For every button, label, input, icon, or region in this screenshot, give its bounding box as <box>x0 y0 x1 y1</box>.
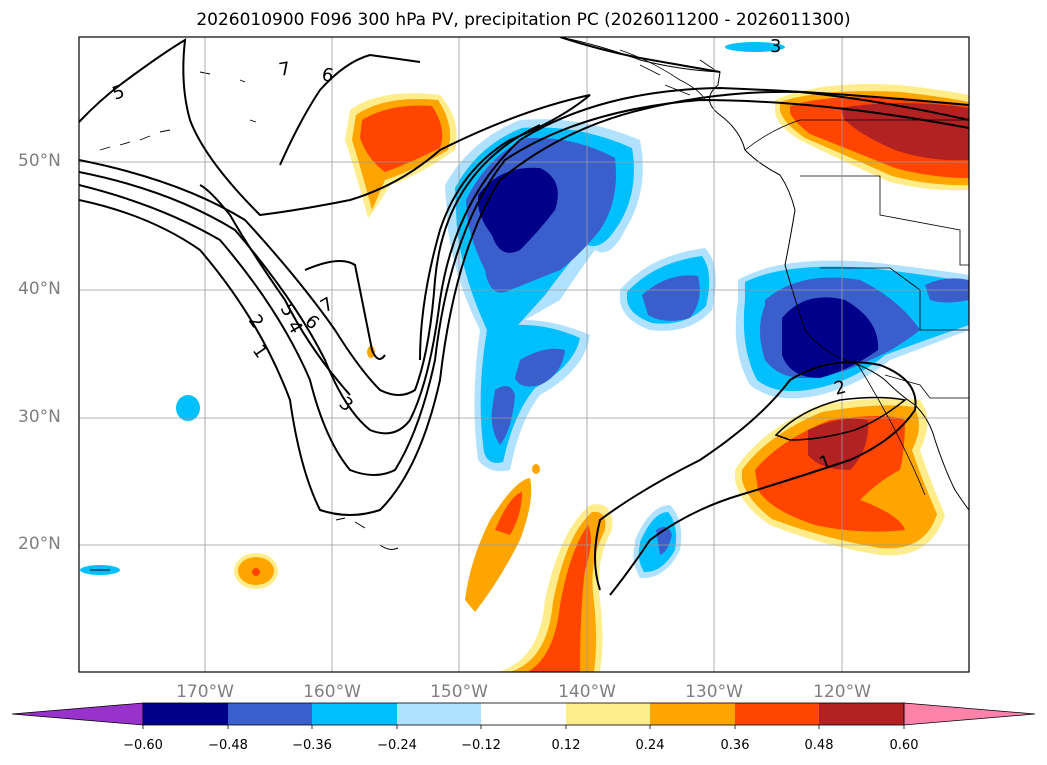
shade-positive-small <box>367 346 375 358</box>
colorbar-tick-label: 0.36 <box>720 738 750 753</box>
colorbar-tick-label: −0.12 <box>461 738 501 753</box>
shade-positive-south <box>528 525 591 672</box>
lat-label: 30°N <box>18 407 61 427</box>
colorbar-segment <box>650 703 735 725</box>
lat-label: 20°N <box>18 534 61 554</box>
contour-label: 7 <box>277 58 292 81</box>
colorbar-segment <box>143 703 228 725</box>
shade-positive-baja <box>755 416 905 532</box>
shade-negative-small <box>176 395 200 421</box>
lat-label: 50°N <box>18 151 61 171</box>
shade-negative-mid <box>642 275 700 321</box>
colorbar-segment <box>312 703 397 725</box>
shade-positive-south <box>495 492 522 535</box>
colorbar-segment <box>397 703 481 725</box>
shade-negative-nepac <box>515 348 565 387</box>
colorbar-tick-label: 0.60 <box>889 738 919 753</box>
colorbar-tick-label: −0.24 <box>377 738 417 753</box>
colorbar <box>11 702 1036 729</box>
map-area <box>79 37 969 672</box>
colorbar-tick-label: 0.12 <box>551 738 581 753</box>
shade-negative-nepac <box>478 167 558 253</box>
shade-positive-baja <box>808 418 869 470</box>
colorbar-tick-label: −0.60 <box>123 738 163 753</box>
shade-negative-calif <box>782 297 879 378</box>
colorbar-segment <box>735 703 819 725</box>
lon-label: 150°W <box>430 682 488 702</box>
colorbar-segment <box>566 703 650 725</box>
colorbar-tick-label: 0.24 <box>635 738 665 753</box>
lon-label: 120°W <box>813 682 871 702</box>
contour-label: 6 <box>320 64 335 87</box>
shade-positive-gulf <box>360 105 443 172</box>
colorbar-tick-label: −0.48 <box>208 738 248 753</box>
shade-positive-small <box>252 568 260 576</box>
shade-negative-nepac <box>491 386 515 445</box>
lon-label: 140°W <box>558 682 616 702</box>
colorbar-tick-label: 0.48 <box>804 738 834 753</box>
colorbar-segment <box>228 703 312 725</box>
map-frame <box>78 36 970 673</box>
colorbar-extend-low <box>11 702 144 726</box>
lon-label: 160°W <box>303 682 361 702</box>
shade-negative-small <box>638 512 677 573</box>
shade-negative-calif <box>925 278 969 303</box>
contour-label: 3 <box>770 36 781 57</box>
lon-label: 170°W <box>176 682 234 702</box>
shade-positive-north <box>840 103 969 161</box>
coastlines <box>90 37 969 571</box>
colorbar-segment <box>481 703 566 725</box>
pv-contours <box>79 37 969 596</box>
colorbar-extend-high <box>903 702 1036 726</box>
contour-label: 2 <box>832 377 848 400</box>
lon-label: 130°W <box>685 682 743 702</box>
shade-positive-small <box>532 464 540 474</box>
figure-title: 2026010900 F096 300 hPa PV, precipitatio… <box>196 10 851 30</box>
colorbar-tick-label: −0.36 <box>292 738 332 753</box>
shade-negative-small <box>725 42 785 52</box>
colorbar-segment <box>819 703 904 725</box>
lat-label: 40°N <box>18 279 61 299</box>
